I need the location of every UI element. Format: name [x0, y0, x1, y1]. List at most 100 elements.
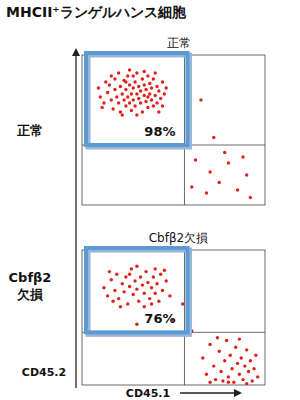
cell-point: [132, 74, 135, 77]
gate: [86, 248, 187, 332]
figure: MHCII⁺ランゲルハンス細胞正常正常98%Cbfβ2欠損Cbfβ2欠損76%C…: [0, 0, 300, 400]
cell-point: [245, 348, 248, 351]
gate-shadow: [88, 55, 189, 147]
gate-percent: 76%: [144, 311, 175, 326]
cell-point: [100, 106, 103, 109]
cell-point: [146, 74, 149, 77]
row-label: Cbfβ2欠損: [9, 270, 52, 302]
cell-point: [135, 265, 138, 268]
cell-point: [241, 378, 244, 381]
cell-point: [212, 136, 215, 139]
cell-point: [143, 83, 146, 86]
cell-point: [141, 77, 144, 80]
cell-point: [155, 282, 158, 285]
cell-point: [194, 158, 197, 161]
cell-point: [240, 356, 243, 359]
cell-point: [238, 373, 241, 376]
cell-point: [154, 71, 157, 74]
cell-point: [121, 113, 124, 116]
cell-point: [157, 300, 160, 303]
cell-point: [121, 282, 124, 285]
cell-point: [238, 337, 241, 340]
cell-point: [130, 92, 133, 95]
cell-point: [148, 92, 151, 95]
cell-point: [146, 106, 149, 109]
cell-point: [190, 185, 193, 188]
cell-point: [124, 275, 127, 278]
cell-point: [201, 356, 204, 359]
cell-point: [243, 364, 246, 367]
cell-point: [199, 98, 202, 101]
cell-point: [161, 289, 164, 292]
quadrant-line: [184, 55, 185, 205]
cell-point: [245, 173, 248, 176]
cell-point: [232, 381, 235, 384]
cell-point: [159, 97, 162, 100]
cell-point: [121, 92, 124, 95]
cell-point: [110, 278, 113, 281]
quadrant-line: [184, 250, 185, 385]
cell-point: [223, 151, 226, 154]
cell-point: [126, 74, 129, 77]
cell-point: [214, 378, 217, 381]
cell-point: [150, 302, 153, 305]
cell-point: [102, 286, 105, 289]
cell-point: [124, 104, 127, 107]
cell-point: [241, 155, 244, 158]
y-axis-label: CD45.2: [22, 366, 66, 379]
gate-percent: 98%: [144, 124, 175, 139]
cell-point: [223, 359, 226, 362]
cell-point: [161, 80, 164, 83]
cell-point: [154, 267, 157, 270]
cell-point: [104, 80, 107, 83]
cell-point: [254, 354, 257, 357]
cell-point: [117, 101, 120, 104]
cell-point: [247, 370, 250, 373]
cell-point: [106, 91, 109, 94]
panel-title: Cbfβ2欠損: [149, 231, 209, 245]
cell-point: [150, 98, 153, 101]
cell-point: [130, 267, 133, 270]
cell-point: [249, 196, 252, 199]
cell-point: [229, 354, 232, 357]
cell-point: [219, 370, 222, 373]
cell-point: [230, 367, 233, 370]
cell-point: [135, 92, 138, 95]
cell-point: [252, 367, 255, 370]
cell-point: [143, 292, 146, 295]
cell-point: [132, 98, 135, 101]
cell-point: [227, 161, 230, 164]
cell-point: [135, 287, 138, 290]
cell-point: [122, 290, 125, 293]
cell-point: [161, 104, 164, 107]
cell-point: [152, 77, 155, 80]
points: [97, 68, 252, 199]
x-axis-label: CD45.1: [126, 387, 170, 400]
cell-point: [143, 305, 146, 308]
cell-point: [143, 70, 146, 73]
cell-point: [137, 97, 140, 100]
cell-point: [113, 289, 116, 292]
cell-point: [110, 98, 113, 101]
cell-point: [141, 283, 144, 286]
cell-point: [119, 85, 122, 88]
cell-point: [141, 110, 144, 113]
cell-point: [157, 89, 160, 92]
cell-point: [119, 110, 122, 113]
cell-point: [227, 381, 230, 384]
cell-point: [212, 364, 215, 367]
plot-frame: [82, 250, 265, 385]
cell-point: [133, 104, 136, 107]
cell-point: [155, 101, 158, 104]
cell-point: [148, 297, 151, 300]
cell-point: [139, 89, 142, 92]
cell-point: [152, 104, 155, 107]
cell-point: [139, 101, 142, 104]
cell-point: [133, 279, 136, 282]
cell-point: [132, 293, 135, 296]
cell-point: [139, 275, 142, 278]
cell-point: [155, 85, 158, 88]
cell-point: [227, 375, 230, 378]
plot-frame: [82, 55, 265, 205]
cell-point: [164, 279, 167, 282]
